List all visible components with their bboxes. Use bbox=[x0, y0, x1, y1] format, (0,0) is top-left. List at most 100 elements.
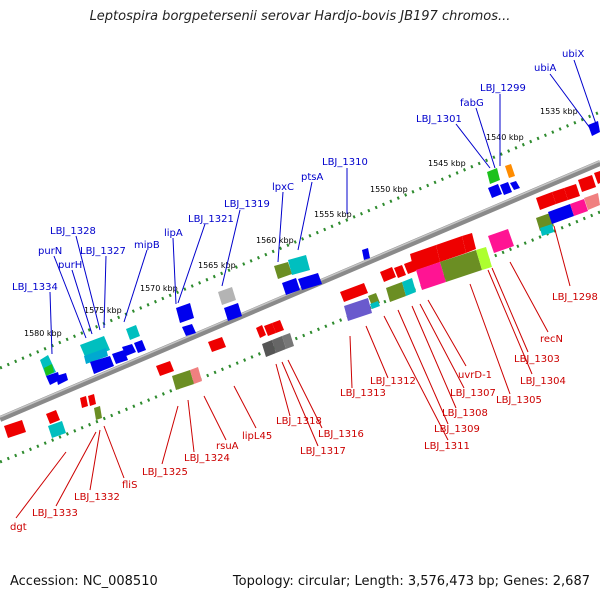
gene-label-LBJ_1307: LBJ_1307 bbox=[450, 388, 496, 399]
gene-label-LBJ_1333: LBJ_1333 bbox=[32, 508, 78, 519]
gene-forward bbox=[176, 303, 194, 323]
gene-forward bbox=[282, 278, 300, 295]
gene-reverse bbox=[386, 282, 406, 302]
gene-label-lipL45: lipL45 bbox=[242, 431, 272, 442]
gene-reverse bbox=[344, 298, 372, 321]
gene-label-ubiX: ubiX bbox=[562, 49, 584, 60]
kbp-label: 1565 kbp bbox=[198, 261, 236, 270]
gene-reverse bbox=[416, 262, 446, 290]
gene-reverse bbox=[540, 224, 554, 236]
gene-label-lipA: lipA bbox=[164, 228, 183, 239]
gene-label-LBJ_1317: LBJ_1317 bbox=[300, 446, 346, 457]
gene-forward bbox=[488, 184, 502, 198]
gene-reverse bbox=[208, 337, 226, 352]
gene-reverse bbox=[476, 247, 492, 270]
gene-label-recN: recN bbox=[540, 334, 563, 345]
gene-reverse bbox=[394, 265, 406, 278]
reverse-genes bbox=[4, 171, 600, 438]
gene-forward bbox=[134, 340, 146, 353]
gene-label-rsuA: rsuA bbox=[216, 441, 239, 452]
gene-reverse bbox=[88, 394, 96, 406]
forward-gene-labels bbox=[49, 59, 597, 355]
gene-reverse bbox=[548, 204, 574, 224]
gene-forward bbox=[46, 372, 60, 385]
gene-label-ubiA: ubiA bbox=[534, 63, 556, 74]
kbp-label: 1550 kbp bbox=[370, 185, 408, 194]
gene-reverse bbox=[46, 410, 60, 424]
gene-label-purN: purN bbox=[38, 246, 62, 257]
gene-forward bbox=[122, 344, 136, 356]
gene-label-LBJ_1308: LBJ_1308 bbox=[442, 408, 488, 419]
gene-reverse bbox=[272, 336, 286, 353]
gene-reverse bbox=[80, 396, 88, 408]
gene-reverse bbox=[552, 188, 568, 204]
chromosome-backbone bbox=[0, 160, 600, 422]
gene-reverse bbox=[282, 333, 294, 349]
gene-label-LBJ_1316: LBJ_1316 bbox=[318, 429, 364, 440]
gene-forward bbox=[288, 255, 310, 275]
gene-label-LBJ_1324: LBJ_1324 bbox=[184, 453, 230, 464]
gene-label-LBJ_1327: LBJ_1327 bbox=[80, 246, 126, 257]
gene-reverse bbox=[94, 406, 102, 420]
gene-reverse bbox=[402, 278, 416, 296]
gene-forward bbox=[487, 168, 500, 184]
gene-label-LBJ_1298: LBJ_1298 bbox=[552, 292, 598, 303]
gene-reverse bbox=[536, 192, 556, 210]
gene-forward bbox=[588, 121, 600, 136]
gene-forward bbox=[126, 325, 140, 340]
gene-reverse bbox=[440, 250, 482, 282]
kbp-scale: 1535 kbp 1540 kbp 1545 kbp 1550 kbp 1555… bbox=[24, 107, 578, 338]
gene-forward bbox=[84, 348, 108, 364]
gene-reverse bbox=[570, 199, 588, 216]
gene-label-LBJ_1301: LBJ_1301 bbox=[416, 114, 462, 125]
gene-label-fabG: fabG bbox=[460, 98, 484, 109]
reverse-gene-labels bbox=[15, 225, 571, 519]
gene-label-LBJ_1319: LBJ_1319 bbox=[224, 199, 270, 210]
gene-label-LBJ_1309: LBJ_1309 bbox=[434, 424, 480, 435]
gene-label-LBJ_1304: LBJ_1304 bbox=[520, 376, 566, 387]
gene-label-LBJ_1332: LBJ_1332 bbox=[74, 492, 120, 503]
kbp-label: 1560 kbp bbox=[256, 236, 294, 245]
reverse-gene-label-text: LBJ_1298 recN LBJ_1303 LBJ_1304 LBJ_1305… bbox=[10, 292, 598, 533]
gene-label-uvrD-1: uvrD-1 bbox=[458, 370, 492, 381]
gene-reverse bbox=[488, 229, 514, 253]
forward-gene-label-text: ubiX ubiA LBJ_1299 fabG LBJ_1301 LBJ_131… bbox=[12, 49, 584, 293]
gene-label-LBJ_1313: LBJ_1313 bbox=[340, 388, 386, 399]
gene-reverse bbox=[264, 323, 276, 336]
gene-reverse bbox=[436, 236, 466, 262]
gene-label-ptsA: ptsA bbox=[301, 172, 323, 183]
gene-forward bbox=[298, 273, 322, 290]
gene-label-dgt: dgt bbox=[10, 522, 27, 533]
gene-label-LBJ_1318: LBJ_1318 bbox=[276, 416, 322, 427]
genome-summary-text: Topology: circular; Length: 3,576,473 bp… bbox=[232, 574, 590, 589]
gene-reverse bbox=[564, 184, 580, 200]
gene-label-LBJ_1299: LBJ_1299 bbox=[480, 83, 526, 94]
gene-forward bbox=[510, 181, 520, 190]
kbp-label: 1570 kbp bbox=[140, 284, 178, 293]
gene-label-purH: purH bbox=[58, 260, 82, 271]
kbp-label: 1555 kbp bbox=[314, 210, 352, 219]
gene-forward bbox=[44, 364, 54, 376]
gene-forward bbox=[80, 336, 110, 359]
gene-reverse bbox=[256, 325, 266, 338]
gene-forward bbox=[90, 356, 114, 374]
gene-reverse bbox=[340, 283, 368, 302]
gene-label-LBJ_1334: LBJ_1334 bbox=[12, 282, 58, 293]
gene-label-LBJ_1310: LBJ_1310 bbox=[322, 157, 368, 168]
accession-text: Accession: NC_008510 bbox=[10, 574, 158, 589]
gene-reverse bbox=[584, 193, 600, 210]
gene-label-lpxC: lpxC bbox=[272, 182, 294, 193]
gene-reverse bbox=[370, 301, 380, 309]
gene-reverse bbox=[172, 370, 194, 390]
gene-forward bbox=[500, 182, 512, 195]
gene-reverse bbox=[272, 320, 284, 333]
gene-label-LBJ_1321: LBJ_1321 bbox=[188, 214, 234, 225]
gene-label-LBJ_1311: LBJ_1311 bbox=[424, 441, 470, 452]
gene-forward bbox=[224, 303, 242, 321]
gene-label-LBJ_1305: LBJ_1305 bbox=[496, 395, 542, 406]
gene-forward bbox=[218, 287, 236, 305]
gene-label-LBJ_1303: LBJ_1303 bbox=[514, 354, 560, 365]
gene-forward bbox=[182, 324, 196, 336]
gene-reverse bbox=[190, 367, 202, 384]
gene-reverse bbox=[462, 233, 476, 253]
